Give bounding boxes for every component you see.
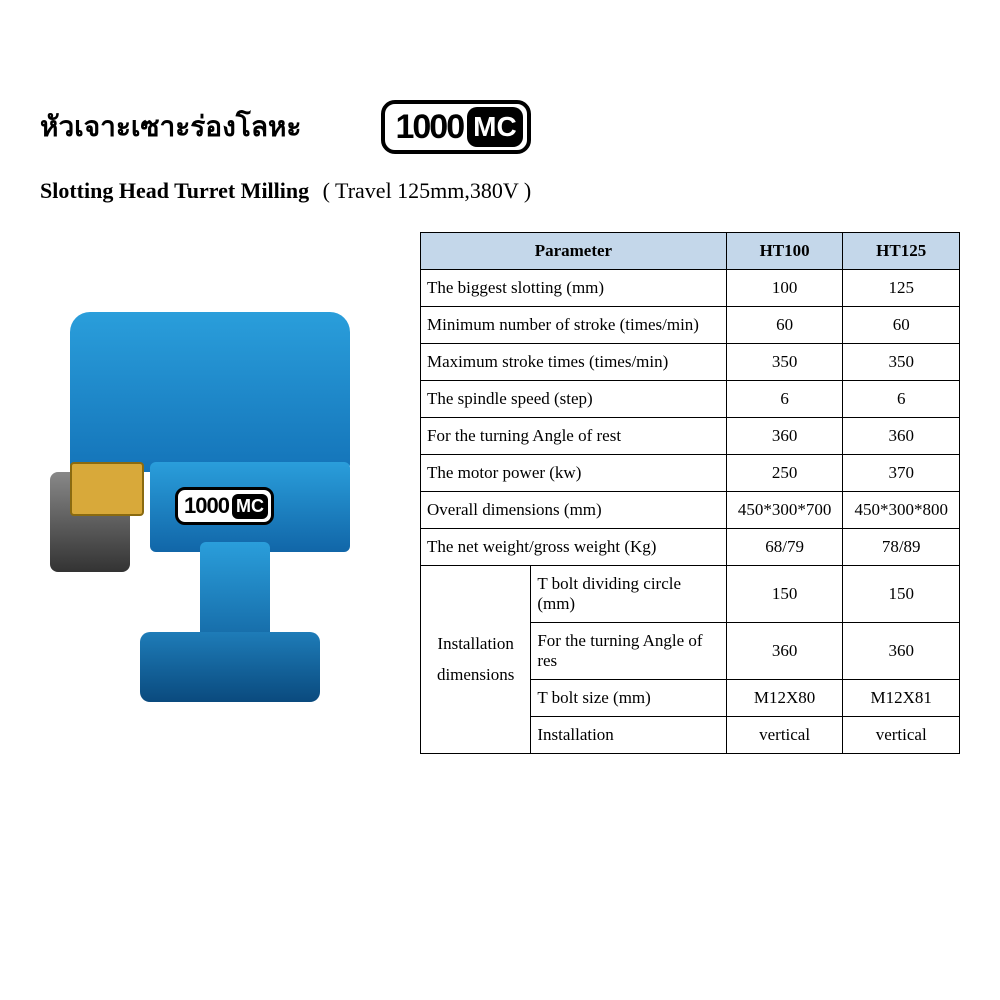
th-parameter: Parameter xyxy=(421,233,727,270)
table-row: The spindle speed (step)66 xyxy=(421,381,960,418)
cell-v1: 100 xyxy=(726,270,843,307)
th-col2: HT125 xyxy=(843,233,960,270)
table-row: Minimum number of stroke (times/min)6060 xyxy=(421,307,960,344)
product-image: 1000 MC xyxy=(40,272,410,732)
cell-v2: 78/89 xyxy=(843,529,960,566)
cell-v2: vertical xyxy=(843,717,960,754)
table-row: Installation dimensions T bolt dividing … xyxy=(421,566,960,623)
cell-v1: 150 xyxy=(726,566,843,623)
table-header-row: Parameter HT100 HT125 xyxy=(421,233,960,270)
brand-logo: 1000 MC xyxy=(381,100,530,154)
cell-v1: 360 xyxy=(726,418,843,455)
switch-box xyxy=(70,462,144,516)
cell-v1: 350 xyxy=(726,344,843,381)
param-label: Maximum stroke times (times/min) xyxy=(421,344,727,381)
brand-number: 1000 xyxy=(395,108,463,147)
cell-v2: 6 xyxy=(843,381,960,418)
brand-suffix: MC xyxy=(467,107,523,147)
subtitle-row: Slotting Head Turret Milling ( Travel 12… xyxy=(40,178,960,204)
cell-v1: 250 xyxy=(726,455,843,492)
machine-body xyxy=(70,312,350,472)
param-label: T bolt dividing circle (mm) xyxy=(531,566,726,623)
param-label: The biggest slotting (mm) xyxy=(421,270,727,307)
cell-v1: 60 xyxy=(726,307,843,344)
param-label: For the turning Angle of res xyxy=(531,623,726,680)
cell-v2: 360 xyxy=(843,418,960,455)
param-label: Minimum number of stroke (times/min) xyxy=(421,307,727,344)
cell-v2: M12X81 xyxy=(843,680,960,717)
cell-v2: 370 xyxy=(843,455,960,492)
table-row: The net weight/gross weight (Kg)68/7978/… xyxy=(421,529,960,566)
table-row: The biggest slotting (mm)100125 xyxy=(421,270,960,307)
table-row: For the turning Angle of rest360360 xyxy=(421,418,960,455)
subtitle-paren: ( Travel 125mm,380V ) xyxy=(323,178,532,203)
cell-v2: 360 xyxy=(843,623,960,680)
th-col1: HT100 xyxy=(726,233,843,270)
spec-table: Parameter HT100 HT125 The biggest slotti… xyxy=(420,232,960,754)
logo-number: 1000 xyxy=(184,493,229,519)
cell-v1: M12X80 xyxy=(726,680,843,717)
param-label: The spindle speed (step) xyxy=(421,381,727,418)
header-row: หัวเจาะเซาะร่องโลหะ 1000 MC xyxy=(40,100,960,154)
table-row: Maximum stroke times (times/min)350350 xyxy=(421,344,960,381)
cell-v1: 6 xyxy=(726,381,843,418)
cell-v1: 68/79 xyxy=(726,529,843,566)
param-label: The motor power (kw) xyxy=(421,455,727,492)
machine-base xyxy=(140,632,320,702)
content-row: 1000 MC Parameter HT100 HT125 The bigges… xyxy=(40,232,960,754)
cell-v2: 350 xyxy=(843,344,960,381)
logo-on-machine: 1000 MC xyxy=(175,487,274,525)
cell-v2: 60 xyxy=(843,307,960,344)
param-label: Overall dimensions (mm) xyxy=(421,492,727,529)
param-label: The net weight/gross weight (Kg) xyxy=(421,529,727,566)
param-label: For the turning Angle of rest xyxy=(421,418,727,455)
cell-v2: 150 xyxy=(843,566,960,623)
cell-v1: 450*300*700 xyxy=(726,492,843,529)
cell-v2: 450*300*800 xyxy=(843,492,960,529)
cell-v1: vertical xyxy=(726,717,843,754)
param-label: T bolt size (mm) xyxy=(531,680,726,717)
table-row: The motor power (kw)250370 xyxy=(421,455,960,492)
thai-title: หัวเจาะเซาะร่องโลหะ xyxy=(40,105,301,149)
logo-suffix: MC xyxy=(232,494,268,519)
cell-v1: 360 xyxy=(726,623,843,680)
subtitle-bold: Slotting Head Turret Milling xyxy=(40,178,309,203)
group-label: Installation dimensions xyxy=(421,566,531,754)
table-row: Overall dimensions (mm)450*300*700450*30… xyxy=(421,492,960,529)
param-label: Installation xyxy=(531,717,726,754)
cell-v2: 125 xyxy=(843,270,960,307)
